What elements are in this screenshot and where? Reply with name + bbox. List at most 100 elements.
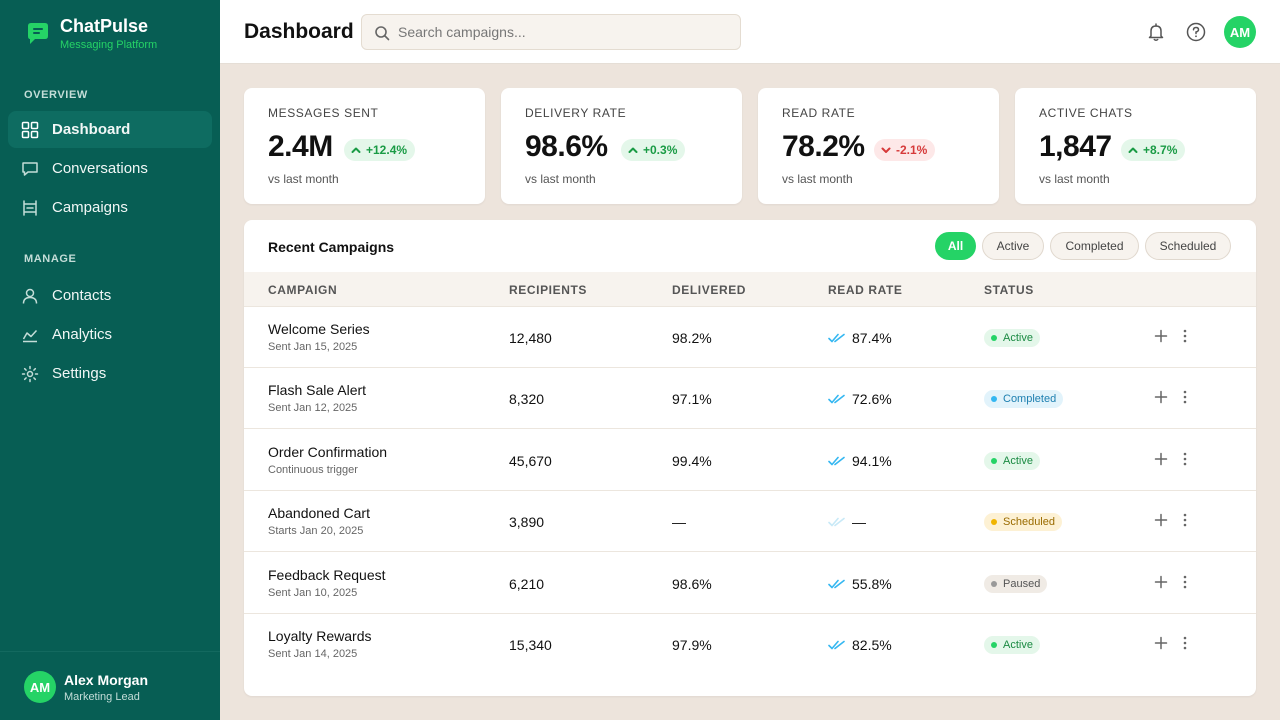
status-dot xyxy=(991,581,997,587)
plus-icon[interactable] xyxy=(1153,574,1169,590)
campaign-schedule: Sent Jan 14, 2025 xyxy=(268,648,358,660)
sidebar-item-dashboard[interactable]: Dashboard xyxy=(8,111,212,148)
table-row[interactable]: Flash Sale Alert Sent Jan 12, 2025 8,320 97… xyxy=(244,368,1256,429)
more-options-icon[interactable] xyxy=(1177,512,1193,528)
read-rate-cell: 82.5% xyxy=(828,637,892,653)
sidebar-item-campaigns[interactable]: Campaigns xyxy=(8,189,212,226)
double-check-icon xyxy=(828,394,845,404)
stat-card-read-rate: READ RATE 78.2% -2.1% vs last month xyxy=(758,88,999,204)
read-rate-cell: — xyxy=(828,514,866,530)
sidebar-item-settings[interactable]: Settings xyxy=(8,355,212,392)
recipients-value: 12,480 xyxy=(509,330,552,346)
plus-icon[interactable] xyxy=(1153,512,1169,528)
trend-value: -2.1% xyxy=(896,143,928,157)
bell-icon[interactable] xyxy=(1145,21,1167,43)
trend-value: +12.4% xyxy=(366,143,408,157)
top-header: Dashboard AM xyxy=(220,0,1280,64)
sidebar-item-conversations[interactable]: Conversations xyxy=(8,150,212,187)
search-box[interactable] xyxy=(361,14,741,50)
sidebar-item-label: Campaigns xyxy=(52,199,128,216)
campaign-name[interactable]: Abandoned Cart xyxy=(268,505,370,521)
card-title: Recent Campaigns xyxy=(268,239,395,255)
brand[interactable]: ChatPulse Messaging Platform xyxy=(24,16,157,51)
table-row[interactable]: Order Confirmation Continuous trigger 45,6… xyxy=(244,430,1256,491)
sidebar-item-contacts[interactable]: Contacts xyxy=(8,277,212,314)
stat-label: DELIVERY RATE xyxy=(525,106,627,120)
delivered-value: 97.1% xyxy=(672,391,712,407)
avatar: AM xyxy=(24,671,56,703)
stat-value: 78.2% xyxy=(782,130,865,163)
filter-completed[interactable]: Completed xyxy=(1050,232,1139,260)
plus-icon[interactable] xyxy=(1153,635,1169,651)
search-icon xyxy=(375,26,390,41)
stat-card-delivery-rate: DELIVERY RATE 98.6% +0.3% vs last month xyxy=(501,88,742,204)
read-rate-cell: 87.4% xyxy=(828,330,892,346)
plus-icon[interactable] xyxy=(1153,328,1169,344)
stat-label: ACTIVE CHATS xyxy=(1039,106,1133,120)
more-options-icon[interactable] xyxy=(1177,451,1193,467)
sidebar-item-analytics[interactable]: Analytics xyxy=(8,316,212,353)
read-rate-value: 55.8% xyxy=(852,576,892,592)
arrow-up-icon xyxy=(628,147,638,153)
campaign-name[interactable]: Loyalty Rewards xyxy=(268,628,372,644)
trend-badge: -2.1% xyxy=(874,139,936,161)
campaign-name[interactable]: Order Confirmation xyxy=(268,444,388,460)
double-check-icon xyxy=(828,456,845,466)
delivered-value: 97.9% xyxy=(672,637,712,653)
plus-icon[interactable] xyxy=(1153,451,1169,467)
status-dot xyxy=(991,642,997,648)
campaign-schedule: Starts Jan 20, 2025 xyxy=(268,525,364,537)
status-dot xyxy=(991,335,997,341)
more-options-icon[interactable] xyxy=(1177,635,1193,651)
delivered-value: — xyxy=(672,514,686,530)
status-badge: Active xyxy=(984,329,1040,347)
column-header-recipients[interactable]: RECIPIENTS xyxy=(509,283,588,297)
recent-campaigns-card: Recent Campaigns All Active Completed Sc… xyxy=(244,220,1256,696)
more-options-icon[interactable] xyxy=(1177,389,1193,405)
campaign-name[interactable]: Feedback Request xyxy=(268,567,386,583)
sidebar-item-label: Settings xyxy=(52,365,107,382)
column-header-campaign[interactable]: CAMPAIGN xyxy=(268,283,338,297)
table-row[interactable]: Welcome Series Sent Jan 15, 2025 12,480 98.… xyxy=(244,307,1256,368)
column-header-read-rate[interactable]: READ RATE xyxy=(828,283,903,297)
sidebar-item-label: Conversations xyxy=(52,160,148,177)
sidebar-item-label: Dashboard xyxy=(52,121,131,138)
delivered-value: 99.4% xyxy=(672,453,712,469)
trend-value: +0.3% xyxy=(643,143,678,157)
sidebar-item-label: Contacts xyxy=(52,287,112,304)
status-badge: Paused xyxy=(984,575,1048,593)
table-row[interactable]: Loyalty Rewards Sent Jan 14, 2025 15,340 97… xyxy=(244,614,1256,675)
user-profile[interactable]: AM Alex Morgan Marketing Lead xyxy=(0,651,220,720)
more-options-icon[interactable] xyxy=(1177,328,1193,344)
stat-comparison: vs last month xyxy=(525,172,596,186)
table-row[interactable]: Abandoned Cart Starts Jan 20, 2025 3,890 — —… xyxy=(244,491,1256,552)
status-label: Active xyxy=(1003,332,1033,344)
help-icon[interactable] xyxy=(1185,21,1207,43)
table-row[interactable]: Feedback Request Sent Jan 10, 2025 6,210 98… xyxy=(244,553,1256,614)
read-rate-cell: 55.8% xyxy=(828,576,892,592)
column-header-status[interactable]: STATUS xyxy=(984,283,1034,297)
column-header-delivered[interactable]: DELIVERED xyxy=(672,283,747,297)
status-badge: Scheduled xyxy=(984,513,1062,531)
filter-scheduled[interactable]: Scheduled xyxy=(1145,232,1231,260)
campaign-name[interactable]: Welcome Series xyxy=(268,321,370,337)
header-avatar[interactable]: AM xyxy=(1224,16,1256,48)
trend-badge: +0.3% xyxy=(621,139,686,161)
stat-value: 98.6% xyxy=(525,130,608,163)
filter-active[interactable]: Active xyxy=(982,232,1044,260)
nav-section-manage: MANAGE xyxy=(24,253,77,265)
filter-all[interactable]: All xyxy=(935,232,976,260)
user-name: Alex Morgan xyxy=(64,672,149,688)
campaign-name[interactable]: Flash Sale Alert xyxy=(268,382,367,398)
status-label: Paused xyxy=(1003,578,1041,590)
app-tagline: Messaging Platform xyxy=(60,39,158,51)
more-options-icon[interactable] xyxy=(1177,574,1193,590)
search-input[interactable] xyxy=(398,15,728,49)
plus-icon[interactable] xyxy=(1153,389,1169,405)
stat-value: 2.4M xyxy=(268,130,333,163)
campaign-schedule: Sent Jan 10, 2025 xyxy=(268,587,358,599)
sidebar-item-label: Analytics xyxy=(52,326,113,343)
arrow-up-icon xyxy=(351,147,361,153)
status-badge: Active xyxy=(984,636,1040,654)
stat-label: READ RATE xyxy=(782,106,856,120)
